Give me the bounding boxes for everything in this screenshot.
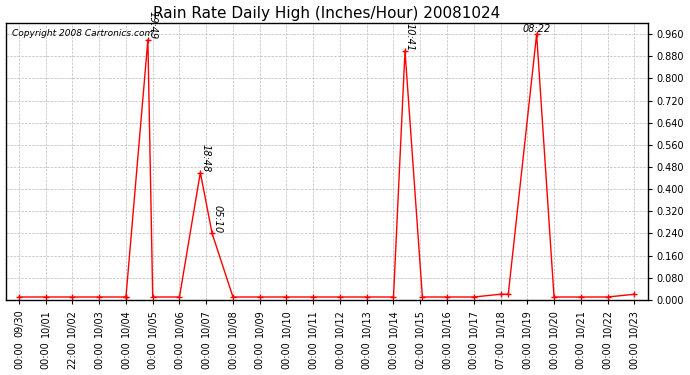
Text: 18:48: 18:48	[200, 144, 210, 172]
Text: Copyright 2008 Cartronics.com: Copyright 2008 Cartronics.com	[12, 28, 153, 38]
Text: 19:49: 19:49	[148, 12, 158, 40]
Text: 05:10: 05:10	[212, 205, 222, 233]
Title: Rain Rate Daily High (Inches/Hour) 20081024: Rain Rate Daily High (Inches/Hour) 20081…	[153, 6, 500, 21]
Text: 08:22: 08:22	[522, 24, 551, 34]
Text: 10:41: 10:41	[405, 22, 415, 51]
